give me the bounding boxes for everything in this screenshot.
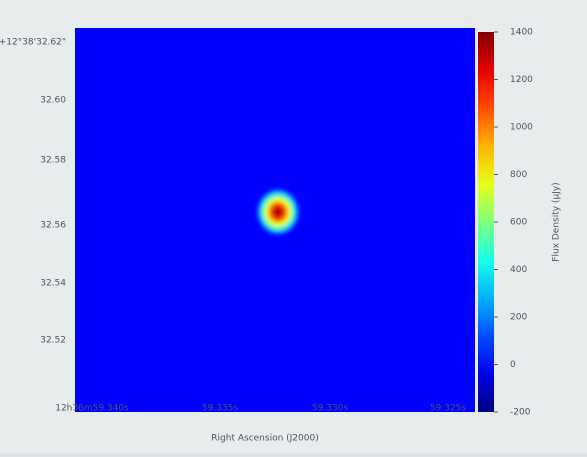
x-axis-label: Right Ascension (J2000): [211, 434, 318, 444]
colorbar-tick-label: 1200: [510, 75, 533, 85]
source-contour: [272, 206, 284, 219]
y-tick-label: 32.60: [40, 96, 66, 106]
colorbar-tick-label: -200: [510, 408, 531, 418]
y-tick-label: 32.52: [40, 336, 66, 346]
source: [258, 190, 299, 234]
colorbar-tick-label: 800: [510, 170, 527, 180]
y-tick-label: 32.56: [40, 221, 66, 231]
colorbar-tick-label: 200: [510, 313, 527, 323]
page: {"chart_data": {"type": "image", "xlabel…: [0, 0, 587, 457]
colorbar-tick-label: 1000: [510, 123, 533, 133]
colorbar-tick-label: 1400: [510, 28, 533, 38]
chart: Right Ascension (J2000) Flux Density (μJ…: [0, 0, 587, 453]
x-tick-label: 59.335s: [202, 404, 238, 414]
y-tick-label: 32.54: [40, 279, 66, 289]
y-tick-label: +12°38'32.62": [0, 38, 66, 48]
y-tick-label: 32.58: [40, 156, 66, 166]
colorbar-tick-label: 400: [510, 265, 527, 275]
x-tick-label: 12h36m59.340s: [55, 404, 129, 414]
colorbar: [478, 32, 494, 412]
colorbar-tick-label: 0: [510, 360, 516, 370]
colorbar-label: Flux Density (μJy): [552, 182, 562, 261]
x-tick-label: 59.330s: [312, 404, 348, 414]
x-tick-label: 59.325s: [430, 404, 466, 414]
colorbar-tick-label: 600: [510, 218, 527, 228]
